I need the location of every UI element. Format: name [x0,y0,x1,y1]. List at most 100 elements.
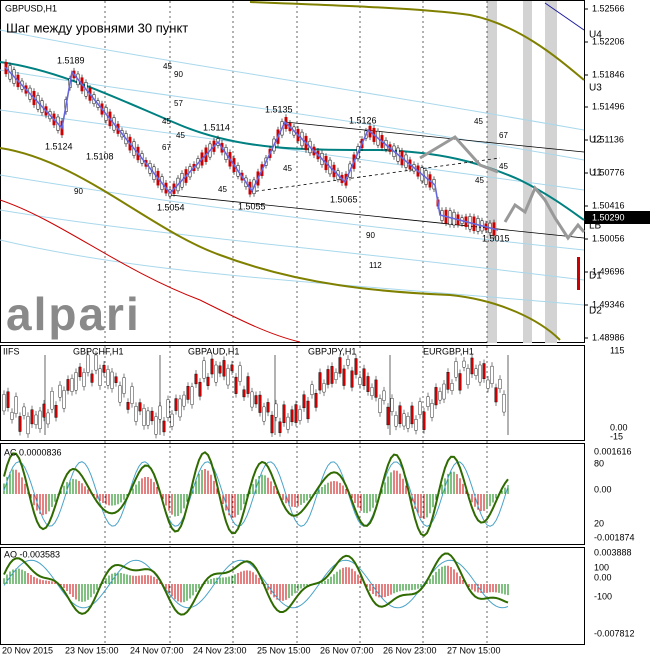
current-price-box [585,211,650,224]
level-curve [0,209,585,281]
time-label: 23 Nov 15:00 [65,645,119,655]
candle [322,383,326,393]
candle [170,413,174,427]
time-label: 20 Nov 2015 [2,645,53,655]
candle [226,368,230,386]
axis-label: 0.00 [610,422,628,432]
axis-label: 0.00 [594,572,612,582]
candle [114,376,118,383]
candle [26,416,30,435]
candle [274,403,278,418]
swing-label: 1.5055 [238,201,266,211]
angle-label: 45 [163,62,172,71]
candle [366,376,370,392]
candle [30,409,34,425]
angle-label: 45 [499,162,508,171]
candle [138,402,142,412]
candle [378,398,382,414]
candle [50,390,54,410]
candle [270,414,274,434]
candle [122,377,126,394]
level-curve [0,239,585,306]
swing-label: 1.5135 [265,104,293,114]
candle [278,421,282,433]
candle [126,402,130,410]
price-label: 1.50416 [592,200,625,210]
candle [350,370,354,388]
candle [474,368,478,376]
candle [314,393,318,408]
time-label: 27 Nov 15:00 [447,645,501,655]
candle [338,357,342,374]
candle [98,368,102,386]
trend-line [544,2,585,31]
sub-panes: IIFS GBPCHF,H1 GBPAUD,H1 GBPJPY,H1 EURGBP,H1… [2,345,635,638]
level-curve [0,174,585,251]
angle-label: 90 [174,70,183,79]
candle [58,384,62,398]
candle [230,364,234,372]
channel [169,121,585,239]
price-label: 1.52206 [592,36,625,46]
signal-line [3,461,509,527]
candle [18,416,22,432]
candle [206,376,210,386]
swing-label: 1.5065 [330,194,358,204]
candle [446,372,450,390]
candle [2,394,6,412]
candle [478,364,482,383]
upper-band [249,1,585,81]
candle [502,394,506,413]
level-label: U3 [589,83,602,94]
level-label: LB [589,221,602,232]
swing-label: 1.5124 [45,141,73,151]
candle [486,379,490,389]
candle [218,365,222,374]
candle [410,405,414,425]
axis-label: -15 [610,431,623,441]
candle [150,410,154,422]
candle [394,415,398,427]
candle [346,358,350,366]
symbol-label: GBPUSD,H1 [5,3,57,13]
forecast [503,185,586,241]
angle-label: 45 [283,164,292,173]
candle [258,394,262,413]
price-label: 1.51136 [592,134,624,144]
candle [90,373,94,383]
candle [298,409,302,421]
candle [330,366,334,384]
time-label: 26 Nov 07:00 [320,645,374,655]
angle-label: 112 [369,261,382,270]
candle [78,366,82,378]
candle [358,377,362,385]
candle [402,413,406,427]
symbol-label: GBPAUD,H1 [188,346,239,356]
candle [458,373,462,391]
candle [142,407,146,426]
candle [450,383,454,391]
candle [470,357,474,375]
time-grid [104,1,488,645]
axis-label: -0.007812 [594,628,635,638]
candle [302,394,306,409]
candle [386,406,390,426]
oscillator-line [3,451,509,537]
slow-line [0,199,301,343]
symbol-label: GBPCHF,H1 [73,346,124,356]
oscillator-line [3,552,509,616]
angle-label: 67 [162,143,171,152]
swing-label: 1.5114 [203,122,230,132]
angle-label: 45 [162,117,171,126]
price-label: 1.52566 [592,3,625,13]
price-marker [577,257,580,290]
note: Шаг между уровнями 30 пункт [6,20,188,35]
moving-averages [0,1,585,343]
zigzag [4,66,499,231]
candle [110,371,114,389]
price-label: 1.49346 [592,299,625,309]
level-label: U4 [589,30,602,41]
candle [54,405,58,418]
price-label: 1.48986 [592,332,625,342]
